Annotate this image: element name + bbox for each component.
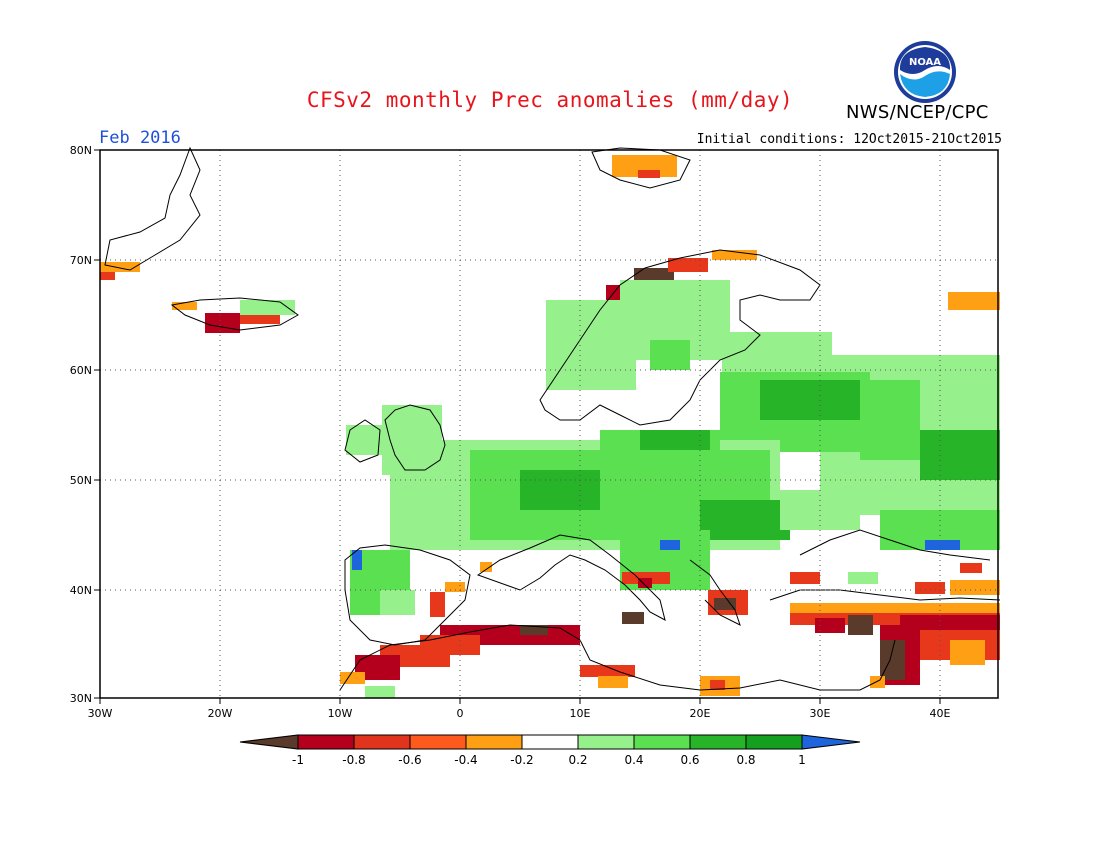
colorbar-label: 0.4 xyxy=(624,753,643,767)
lat-tick: 50N xyxy=(70,474,92,487)
colorbar-label: -1 xyxy=(292,753,304,767)
anomaly-cell xyxy=(430,592,445,617)
colorbar: -1 -0.8 -0.6 -0.4 -0.2 0.2 0.4 0.6 0.8 1 xyxy=(239,734,861,767)
agency-label: NWS/NCEP/CPC xyxy=(846,102,989,123)
anomaly-cell xyxy=(480,562,492,572)
lat-tick: 40N xyxy=(70,584,92,597)
colorbar-label: 0.6 xyxy=(680,753,699,767)
lon-tick: 20W xyxy=(208,707,233,720)
anomaly-cell xyxy=(880,640,905,680)
anomaly-cell xyxy=(205,313,280,324)
anomaly-cell xyxy=(520,625,550,635)
anomaly-cell xyxy=(848,615,873,635)
colorbar-label: -0.8 xyxy=(342,753,365,767)
anomaly-cell xyxy=(712,250,757,260)
anomaly-cell xyxy=(638,578,652,588)
lat-axis: 80N 70N 60N 50N 40N 30N xyxy=(70,144,92,705)
forecast-month: Feb 2016 xyxy=(99,128,181,148)
lon-tick: 30W xyxy=(88,707,113,720)
lat-tick: 60N xyxy=(70,364,92,377)
anomaly-cell xyxy=(870,676,885,688)
anomaly-cell xyxy=(650,340,690,370)
svg-text:NOAA: NOAA xyxy=(909,57,941,68)
colorbar-label: 0.8 xyxy=(736,753,755,767)
anomaly-cell xyxy=(860,420,920,460)
anomaly-cell xyxy=(340,672,365,684)
anomaly-cell xyxy=(205,313,240,333)
lat-tick: 30N xyxy=(70,692,92,705)
anomaly-cell xyxy=(815,618,845,633)
lat-tick: 70N xyxy=(70,254,92,267)
colorbar-label: -0.2 xyxy=(510,753,533,767)
anomaly-cell xyxy=(640,430,710,450)
anomaly-cells xyxy=(100,155,1000,698)
anomaly-cell xyxy=(700,500,790,540)
anomaly-cell xyxy=(950,640,985,665)
anomaly-cell xyxy=(445,582,465,592)
anomaly-cell xyxy=(365,686,395,698)
lon-tick: 30E xyxy=(810,707,831,720)
anomaly-cell xyxy=(960,563,982,573)
coastlines xyxy=(104,146,1001,691)
anomaly-cell xyxy=(240,300,295,315)
lon-tick: 40E xyxy=(930,707,951,720)
colorbar-label: -0.4 xyxy=(454,753,477,767)
initial-conditions: Initial conditions: 12Oct2015-21Oct2015 xyxy=(696,132,1002,147)
anomaly-cell xyxy=(100,272,115,280)
anomaly-cell xyxy=(950,580,1000,595)
anomaly-cell xyxy=(760,380,860,420)
anomaly-cell xyxy=(915,582,945,594)
colorbar-label: 1 xyxy=(798,753,806,767)
anomaly-cell xyxy=(598,676,628,688)
anomaly-cell xyxy=(920,430,1000,480)
anomaly-cell xyxy=(638,170,660,178)
anomaly-cell xyxy=(380,590,415,615)
anomaly-cell xyxy=(520,470,600,510)
lat-tick: 80N xyxy=(70,144,92,157)
colorbar-label: 0.2 xyxy=(568,753,587,767)
anomaly-cell xyxy=(172,302,197,310)
map-frame xyxy=(99,149,999,699)
anomaly-cell xyxy=(100,262,140,272)
noaa-logo: NOAA xyxy=(894,41,956,103)
anomaly-cell xyxy=(612,155,677,177)
lon-axis: 30W 20W 10W 0 10E 20E 30E 40E xyxy=(88,707,951,720)
anomaly-cell xyxy=(668,258,708,272)
colorbar-high-arrow xyxy=(801,734,861,750)
anomaly-cell xyxy=(622,612,644,624)
lon-tick: 0 xyxy=(457,707,464,720)
lon-tick: 20E xyxy=(690,707,711,720)
colorbar-low-arrow xyxy=(239,734,299,750)
chart-title: CFSv2 monthly Prec anomalies (mm/day) xyxy=(306,88,794,112)
colorbar-label: -0.6 xyxy=(398,753,421,767)
anomaly-cell xyxy=(848,572,878,584)
lon-tick: 10E xyxy=(570,707,591,720)
anomaly-cell xyxy=(580,665,635,677)
anomaly-cell xyxy=(660,540,680,550)
anomaly-cell xyxy=(714,598,736,610)
anomaly-cell xyxy=(722,332,832,372)
lon-tick: 10W xyxy=(328,707,353,720)
anomaly-cell xyxy=(352,550,362,570)
anomaly-cell xyxy=(710,680,725,690)
anomaly-cell xyxy=(790,572,820,584)
anomaly-cell xyxy=(925,540,960,550)
anomaly-cell xyxy=(948,292,1000,310)
anomaly-cell xyxy=(548,625,573,635)
